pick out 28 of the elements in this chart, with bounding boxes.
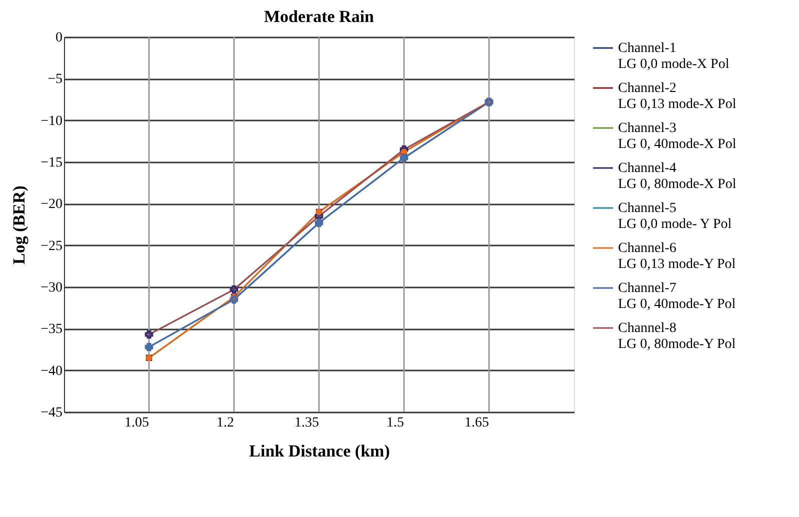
y-tick-label: −40 [40, 364, 62, 379]
legend-label: Channel-2 LG 0,13 mode-X Pol [618, 81, 736, 112]
y-tick-label: −45 [40, 406, 62, 420]
legend-label: Channel-7 LG 0, 40mode-Y Pol [618, 281, 736, 312]
y-tick-label: −10 [40, 114, 62, 129]
y-tick-label: 0 [56, 30, 62, 46]
legend-label: Channel-6 LG 0,13 mode-Y Pol [618, 241, 736, 272]
y-tick-label: −15 [40, 156, 62, 170]
point [144, 330, 154, 339]
legend-label: Channel-5 LG 0,0 mode- Y Pol [618, 201, 732, 232]
legend-label: Channel-4 LG 0, 80mode-X Pol [618, 161, 736, 192]
x-tick-label: 1.05 [124, 416, 149, 430]
y-tick-label: −5 [48, 72, 62, 88]
x-tick-label: 1.2 [216, 416, 234, 430]
legend-label: Channel-8 LG 0, 80mode-Y Pol [618, 321, 736, 352]
legend-label: Channel-1 LG 0,0 mode-X Pol [618, 41, 730, 72]
y-tick-label: −20 [40, 197, 62, 212]
legend-label: Channel-3 LG 0, 40mode-X Pol [618, 121, 736, 152]
x-tick-label: 1.65 [464, 416, 489, 430]
y-axis-title: Log (BER) [10, 186, 29, 264]
y-tick-label: −30 [40, 280, 62, 296]
x-tick-label: 1.5 [386, 416, 404, 430]
x-axis-title: Link Distance (km) [249, 442, 390, 460]
x-tick-label: 1.35 [294, 416, 319, 430]
chart-title: Moderate Rain [264, 7, 375, 26]
point [230, 285, 238, 294]
y-tick-label: −35 [40, 322, 62, 338]
y-tick-label: −25 [40, 238, 62, 254]
